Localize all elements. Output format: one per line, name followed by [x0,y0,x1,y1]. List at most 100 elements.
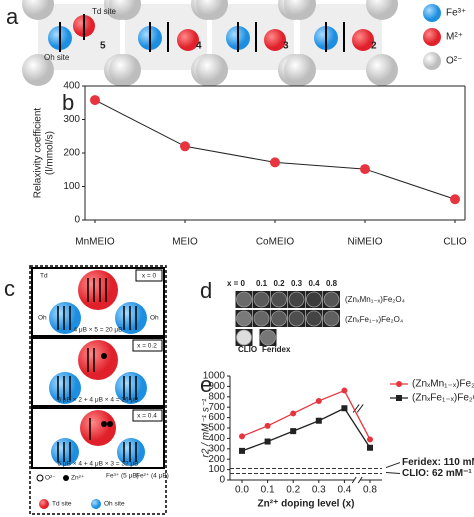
point [450,194,460,205]
point [90,95,100,106]
point [264,438,271,445]
column-label: 0.3 [291,279,303,288]
control-label: CLIO [238,345,257,354]
doping-label: x = 0.2 [137,343,157,350]
reference-label: Feridex: 110 mM⁻¹ s⁻¹ [402,457,474,468]
point [264,422,271,429]
y-axis-label: (l/mmol/s) [45,131,56,175]
series-line [241,389,371,440]
x-tick-label: CoMEIO [256,237,295,248]
control-label: Feridex [262,345,291,354]
axis-break [351,476,363,484]
doping-label: x = 0.4 [137,413,157,420]
well [271,310,287,327]
panel-label: e [200,372,212,397]
site-label: Oh site [44,53,70,62]
x-tick-label: 0.8 [363,485,377,496]
row-label: (ZnₓFe₁₋ₓ)Fe₂O₄ [345,315,403,324]
x-tick-label: CLIO [443,237,467,248]
y-tick-label: 300 [208,443,225,454]
column-label: 0.1 [256,279,268,288]
point [270,157,280,168]
legend-label: Zn²⁺ [71,475,85,482]
x-axis-label: Zn²⁺ doping level (x) [258,499,355,510]
row-label: (ZnₓMn₁₋ₓ)Fe₂O₄ [345,295,405,304]
legend-swatch [423,52,441,70]
legend-swatch [423,4,441,22]
column-label: x = 0 [227,279,246,288]
legend-label: Fe²⁺ (4 μB) [136,473,169,480]
legend-marker [396,395,402,401]
y-tick-label: 100 [63,181,80,192]
panel-label: a [6,4,19,29]
legend-label: (ZnₓFe₁₋ₓ)Fe₂O₄ [412,393,474,404]
legend-swatch [423,28,441,46]
panel-label: b [62,90,74,115]
well [323,291,340,308]
point [315,397,322,404]
number: 5 [100,41,106,52]
y-tick-label: 900 [208,381,225,392]
panel-label: c [4,276,15,301]
well [288,291,305,308]
state [31,407,165,469]
y-tick-label: 200 [208,454,225,465]
y-tick-label: 500 [208,423,225,434]
site-label: Oh [150,315,159,322]
y-tick-label: 1000 [203,371,226,382]
y-axis-label: r2 / mM⁻¹ s⁻¹ [201,398,212,458]
column-label: 0.4 [308,279,320,288]
point [239,433,245,440]
axis-break [352,404,364,413]
y-tick-label: 0 [74,215,80,226]
well [271,291,287,308]
well [236,329,252,346]
well [260,329,276,346]
legend-label: O²⁻ [446,56,462,67]
point [239,447,245,454]
number: 2 [371,41,377,52]
cell [284,0,398,86]
x-tick-label: 0.2 [286,485,300,496]
arrow [385,472,401,475]
site-label: Td site [92,7,117,16]
x-tick-label: NiMEIO [348,237,383,248]
moment-label: 4 μB × 5 = 20 μB [73,327,122,334]
moment-label: 5 μB × 4 + 4 μB × 3 = 32 μB [58,461,139,468]
well [236,291,252,308]
well [253,310,270,327]
x-tick-label: 0.1 [261,485,275,496]
schematic-a: Td site Oh site 5 4 3 2 Fe³⁺ M²⁺ O²⁻ [22,0,466,86]
point [180,141,190,152]
y-tick-label: 400 [208,433,225,444]
arrow [385,462,401,469]
reference-label: CLIO: 62 mM⁻¹ s⁻¹ [402,468,474,479]
y-tick-label: 200 [63,148,80,159]
point [360,164,370,175]
y-tick-label: 400 [63,81,80,92]
point [290,428,297,435]
y-tick-label: 300 [63,114,80,125]
y-axis-label: Relaxivity coefficient [33,108,44,199]
x-tick-label: 0.3 [312,485,326,496]
point [315,417,322,424]
well [323,310,340,327]
well [306,291,322,308]
y-tick-label: 0 [219,475,225,486]
site-label: Td [40,273,48,280]
well [306,310,322,327]
legend-label: Td site [52,501,72,508]
point [290,410,297,417]
x-tick-label: MnMEIO [75,237,115,248]
image-d: (ZnₓMn₁₋ₓ)Fe₂O₄ (ZnₓFe₁₋ₓ)Fe₂O₄ CLIO Fer… [238,295,405,354]
series-line [241,407,371,452]
axis-break-gap [354,477,361,483]
moment-label: 5 μB × 2 + 4 μB × 4 = 26 μB [58,397,139,404]
number: 3 [283,41,289,52]
doping-label: x = 0 [142,273,157,280]
y-tick-label: 600 [208,412,225,423]
point [341,405,348,412]
x-tick-label: 0.0 [235,485,249,496]
legend-label: M²⁺ [446,32,463,43]
point [367,444,373,451]
